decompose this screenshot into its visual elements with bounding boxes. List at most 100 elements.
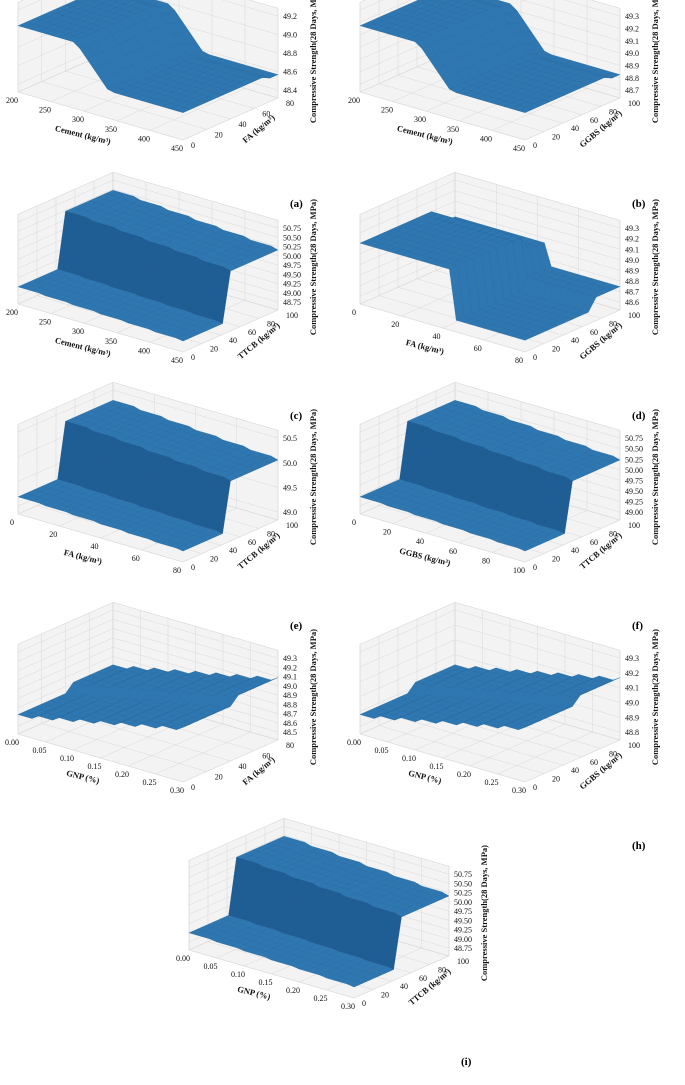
grid-line: [17, 644, 184, 783]
x-tick-label: 80: [482, 556, 490, 565]
y-tick-label: 60: [590, 328, 598, 337]
z-tick-label: 49.50: [283, 270, 301, 279]
grid-line: [359, 609, 621, 659]
chart-panel: 0.00 0.05 0.10 0.15 0.20 0.25 0.30 0 20 40 60 80 48.…: [0, 601, 342, 852]
grid-line: [17, 189, 279, 238]
y-tick-label: 100: [628, 741, 640, 750]
y-tick-label: 40: [571, 336, 579, 345]
x-tick-label: 0.30: [341, 1002, 355, 1011]
z-tick-label: 50.25: [454, 889, 472, 898]
z-tick-label: 48.6: [625, 298, 639, 307]
y-tick-label: 60: [590, 758, 598, 767]
x-tick-label: 200: [6, 308, 18, 317]
grid-line: [359, 0, 621, 17]
z-tick-label: 48.7: [625, 86, 639, 95]
z-tick-label: 49.3: [625, 654, 639, 663]
z-axis-title: Compressive Strength(28 Days, MPa): [308, 409, 318, 545]
grid-line: [17, 609, 279, 659]
x-tick-label: 40: [433, 332, 441, 341]
surface-plot: 200 250 300 350 400 450 0 20 40 60 80 48.4 48.6 48.8 4…: [6, 0, 318, 153]
z-tick-label: 48.9: [625, 713, 639, 722]
z-tick-label: 48.5: [283, 728, 297, 737]
z-tick-label: 49.50: [454, 916, 472, 925]
z-tick-label: 49.5: [283, 484, 297, 493]
x-tick-label: 0.20: [286, 986, 300, 995]
z-tick-label: 49.1: [625, 684, 639, 693]
y-tick-label: 20: [552, 345, 560, 354]
x-tick-label: 300: [72, 115, 84, 124]
surface-facet: [175, 544, 192, 552]
surface-facet: [518, 723, 533, 730]
z-tick-label: 50.00: [625, 466, 643, 475]
x-tick-label: 400: [480, 134, 492, 143]
z-tick-label: 48.75: [454, 944, 472, 953]
surface-facet: [517, 334, 534, 341]
y-tick-label: 0: [362, 999, 366, 1008]
panel-label: (h): [632, 840, 646, 852]
z-tick-label: 49.75: [625, 476, 643, 485]
y-tick-label: 80: [438, 965, 446, 974]
z-tick-label: 49.2: [283, 663, 297, 672]
z-tick-label: 48.9: [625, 62, 639, 71]
y-tick-label: 60: [248, 538, 256, 547]
x-tick-label: 400: [138, 134, 150, 143]
z-tick-label: 49.00: [283, 289, 301, 298]
y-tick-label: 40: [239, 120, 247, 129]
y-tick-label: 100: [286, 311, 298, 320]
x-tick-label: 0.15: [430, 762, 444, 771]
x-tick-label: 0.10: [402, 754, 416, 763]
panel-label: (b): [632, 198, 646, 210]
y-tick-label: 40: [571, 766, 579, 775]
y-tick-label: 60: [590, 538, 598, 547]
chart-panel: 0 20 40 60 80 100 0 20 40 60 80 100 49.00 49.25 49.50 4…: [342, 381, 684, 632]
surface-plot: 0.00 0.05 0.10 0.15 0.20 0.25 0.30 0 20 40 60 80 48.…: [5, 601, 318, 795]
z-tick-label: 50.75: [625, 434, 643, 443]
y-tick-label: 0: [191, 783, 195, 792]
y-tick-label: 0: [533, 563, 537, 572]
z-tick-label: 49.0: [283, 31, 297, 40]
y-tick-label: 0: [533, 141, 537, 150]
panel-label: (c): [290, 410, 303, 422]
y-axis-title: TTCB (kg/m³): [235, 530, 281, 571]
grid-line: [17, 628, 279, 677]
x-tick-label: 0.30: [170, 786, 184, 795]
grid-line: [17, 214, 184, 353]
grid-line: [359, 624, 621, 674]
z-tick-label: 49.0: [283, 508, 297, 517]
z-tick-label: 49.3: [625, 12, 639, 21]
y-tick-label: 60: [419, 974, 427, 983]
y-tick-label: 100: [628, 521, 640, 530]
z-tick-label: 48.7: [283, 710, 297, 719]
z-axis-title: Compressive Strength(28 Days, MPa): [650, 199, 660, 335]
z-tick-label: 50.00: [454, 898, 472, 907]
z-tick-label: 49.0: [625, 49, 639, 58]
z-tick-label: 49.00: [625, 508, 643, 517]
panel-label: (e): [290, 620, 303, 632]
y-tick-label: 0: [191, 563, 195, 572]
panel-label: (d): [632, 410, 646, 422]
y-tick-label: 80: [609, 529, 617, 538]
chart-panel: 200 250 300 350 400 450 0 20 40 60 80 48.4 48.6 48.8 4…: [0, 0, 342, 210]
y-tick-label: 60: [262, 752, 270, 761]
y-tick-label: 20: [552, 775, 560, 784]
grid-line: [17, 424, 184, 563]
y-tick-label: 40: [229, 546, 237, 555]
z-tick-label: 49.2: [625, 235, 639, 244]
x-tick-label: 20: [49, 530, 57, 539]
chart-panel: 0 20 40 60 80 0 20 40 60 80 100 49.0 49.5 50.0 50.5 FA …: [0, 381, 342, 632]
x-tick-label: 60: [449, 547, 457, 556]
z-tick-label: 49.3: [283, 654, 297, 663]
surface-facet: [176, 723, 191, 730]
z-tick-label: 49.1: [283, 673, 297, 682]
x-tick-label: 350: [447, 125, 459, 134]
z-tick-label: 48.6: [283, 68, 297, 77]
x-tick-label: 40: [91, 542, 99, 551]
y-axis-title: TTCB (kg/m³): [235, 320, 281, 361]
z-tick-label: 49.2: [283, 12, 297, 21]
y-tick-label: 80: [267, 529, 275, 538]
z-axis-title: Compressive Strength(28 Days, MPa): [308, 199, 318, 335]
y-tick-label: 40: [239, 762, 247, 771]
panel-label: (f): [632, 620, 643, 632]
z-tick-label: 48.75: [283, 298, 301, 307]
z-tick-label: 49.75: [454, 907, 472, 916]
